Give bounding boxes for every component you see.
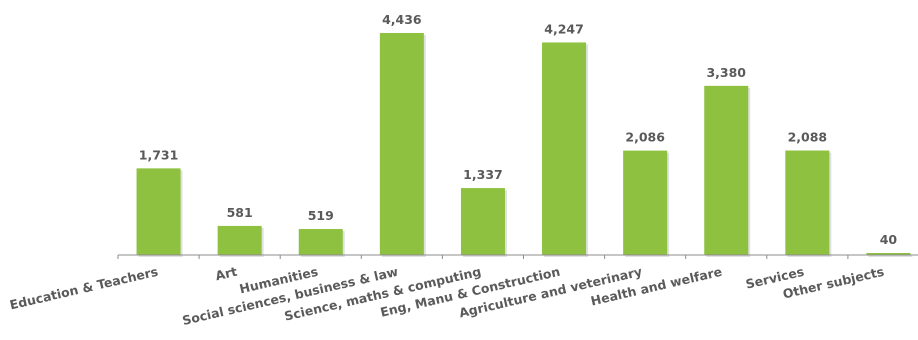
x-tick-label: Education & Teachers [8, 264, 159, 313]
bar [785, 150, 830, 255]
value-label: 4,436 [382, 12, 422, 27]
value-labels-layer: 1,731 581 519 4,436 1,337 4,247 2,086 3,380 2,08… [139, 12, 898, 247]
value-label: 581 [227, 205, 253, 220]
bar [542, 42, 587, 255]
value-label: 519 [308, 208, 334, 223]
x-ticks-layer [117, 255, 849, 259]
bar [136, 168, 181, 255]
bar-shadow [868, 254, 913, 257]
bars-layer [136, 33, 913, 257]
bar [866, 252, 911, 255]
bar [298, 229, 343, 255]
bar [704, 85, 749, 255]
x-tick-label: Art [214, 264, 239, 284]
value-label: 2,086 [625, 130, 665, 145]
bar [217, 225, 262, 255]
value-label: 4,247 [544, 21, 584, 36]
value-label: 3,380 [706, 65, 746, 80]
bar [460, 188, 505, 255]
bar [623, 150, 668, 255]
x-tick-labels-layer: Education & Teachers Art HumanitiesSocial … [8, 264, 885, 328]
bar [379, 33, 424, 255]
value-label: 2,088 [788, 130, 828, 145]
value-label: 1,337 [463, 167, 503, 182]
value-label: 40 [880, 232, 898, 247]
value-label: 1,731 [139, 147, 179, 162]
